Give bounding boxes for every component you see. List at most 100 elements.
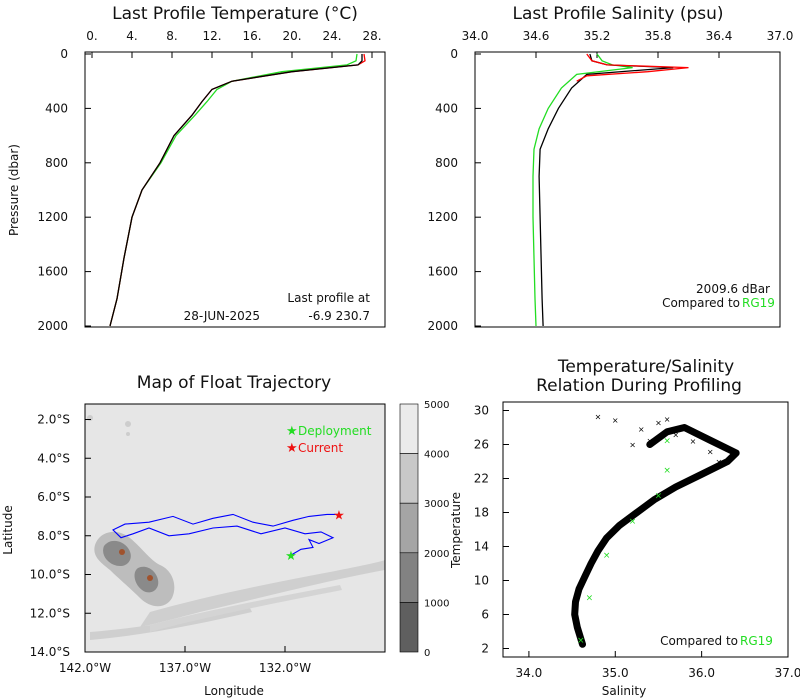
- ts-point: [573, 599, 578, 604]
- colorbar-label: 4000: [424, 450, 449, 461]
- ts-points: ×××××××××××××××××××××: [571, 412, 740, 648]
- current-position-marker: ★: [333, 508, 345, 523]
- ts-rg19-point: ×: [629, 517, 637, 527]
- temp-lines: [109, 53, 366, 327]
- ts-rg19-point: ×: [586, 594, 594, 604]
- ts-rg19-point: ×: [603, 551, 611, 561]
- y-tick-label: 12.0°S: [30, 606, 70, 620]
- legend-current-star: ★: [286, 441, 298, 456]
- y-tick-label: 1600: [427, 265, 458, 279]
- y-tick-label: 0: [450, 47, 458, 61]
- ts-rg19-point: ×: [663, 466, 671, 476]
- colorbar-label: 5000: [424, 400, 449, 411]
- y-tick-label: 2.0°S: [37, 413, 70, 427]
- ts-cloud-point: ×: [698, 432, 705, 441]
- x-tick-label: 28.: [362, 29, 381, 43]
- x-tick-label: 34.0: [462, 29, 489, 43]
- legend-deployment-star: ★: [286, 424, 298, 439]
- ts-xlabel: Salinity: [602, 684, 646, 698]
- ts-title-line2: Relation During Profiling: [536, 376, 742, 396]
- map-title: Map of Float Trajectory: [137, 373, 331, 393]
- x-tick-label: 37.0: [775, 666, 800, 680]
- y-tick-label: 2000: [427, 319, 458, 333]
- seamount-2: [126, 432, 130, 436]
- x-tick-label: 16.: [242, 29, 261, 43]
- y-tick-label: 2000: [37, 319, 68, 333]
- ts-rg19-point: ×: [655, 492, 663, 502]
- seamount-1: [125, 421, 131, 427]
- sal-axis-ticks: 34.0 34.6 35.2 35.8 36.4 37.0 0 400 800 1200 1600 2…: [427, 29, 793, 333]
- ts-point: [576, 586, 582, 592]
- x-tick-label: 24.: [322, 29, 341, 43]
- y-tick-label: 1600: [37, 265, 68, 279]
- ts-cloud-point: ×: [595, 412, 602, 421]
- y-tick-label: 14.0°S: [30, 645, 70, 659]
- y-tick-label: 8.0°S: [37, 529, 70, 543]
- colorbar-segment: [399, 552, 419, 603]
- ts-cloud-point: ×: [612, 416, 619, 425]
- map-panel: ★★ 142.0°W 137.0°W 132.0°W2.0°S4.0°S6.0°S8…: [1, 400, 449, 698]
- y-tick-label: 4.0°S: [37, 451, 70, 465]
- y-tick-label: 800: [435, 156, 458, 170]
- sal-note-depth: 2009.6 dBar: [696, 282, 770, 296]
- island-2: [147, 575, 153, 581]
- ts-point: [595, 548, 601, 553]
- legend-current-label: Current: [298, 441, 343, 455]
- temp-line-last-profile: [109, 54, 363, 327]
- ts-point: [664, 429, 670, 434]
- bathy-ridge-1: [140, 560, 385, 627]
- ts-note-compared: Compared to: [660, 634, 738, 648]
- ts-point: [588, 561, 594, 566]
- sal-lines: [532, 53, 689, 327]
- depth-colorbar: 5000 4000 3000 2000 1000 0: [399, 400, 449, 659]
- x-tick-label: 35.2: [584, 29, 611, 43]
- x-tick-label: 34.0: [516, 666, 543, 680]
- ts-note-ref: RG19: [740, 634, 773, 648]
- colorbar-segment: [399, 453, 419, 504]
- ts-point: [725, 459, 730, 464]
- map-axis-ticks: 142.0°W 137.0°W 132.0°W 2.0°S 4.0°S 6.0°S 8.0°…: [30, 413, 312, 676]
- colorbar-label: 3000: [424, 499, 449, 510]
- sal-profile-panel: 34.0 34.6 35.2 35.8 36.4 37.0 0 400 800 1200 1600 2…: [427, 29, 793, 333]
- x-tick-label: 35.8: [645, 29, 672, 43]
- y-tick-label: 30: [474, 404, 489, 418]
- colorbar-label: 2000: [424, 549, 449, 560]
- y-tick-label: 18: [474, 506, 489, 520]
- ts-cloud-point: ×: [672, 430, 679, 439]
- y-tick-label: 6: [481, 608, 489, 622]
- ts-point: [634, 510, 640, 515]
- y-tick-label: 1200: [427, 210, 458, 224]
- ts-point: [699, 472, 704, 477]
- map-xlabel: Longitude: [204, 684, 264, 698]
- x-tick-label: 0.: [86, 29, 97, 43]
- ts-point: [572, 612, 577, 617]
- ts-cloud-point: ×: [681, 424, 688, 433]
- map-ylabel: Latitude: [1, 505, 15, 554]
- x-tick-label: 34.6: [523, 29, 550, 43]
- ts-point: [647, 442, 653, 447]
- island-1: [119, 549, 125, 555]
- colorbar-segment: [399, 403, 419, 454]
- temp-note-date: 28-JUN-2025: [184, 309, 260, 323]
- bathy-ridge-3: [150, 585, 342, 632]
- sal-line-last-profile-red-: [576, 53, 689, 82]
- map-bathymetry: [87, 415, 385, 640]
- colorbar-label: 1000: [424, 598, 449, 609]
- x-tick-label: 35.0: [602, 666, 629, 680]
- temp-profile-panel: 0. 4. 8. 12. 16. 20. 24. 28. 0 400 800 1200 1600 2000…: [7, 29, 386, 333]
- x-tick-label: 12.: [202, 29, 221, 43]
- sal-note-compared: Compared to: [662, 296, 740, 310]
- x-tick-label: 137.0°W: [159, 661, 211, 675]
- seamount-3: [87, 415, 93, 421]
- ts-ylabel: Temperature: [449, 492, 463, 569]
- ts-point: [604, 535, 609, 541]
- ts-cloud-point: ×: [707, 447, 714, 456]
- y-tick-label: 6.0°S: [37, 490, 70, 504]
- y-tick-label: 10.0°S: [30, 568, 70, 582]
- x-tick-label: 36.0: [688, 666, 715, 680]
- float-trajectory-line: [112, 513, 339, 556]
- ts-cloud-point: ×: [629, 441, 636, 450]
- temp-plot-frame: [84, 51, 386, 328]
